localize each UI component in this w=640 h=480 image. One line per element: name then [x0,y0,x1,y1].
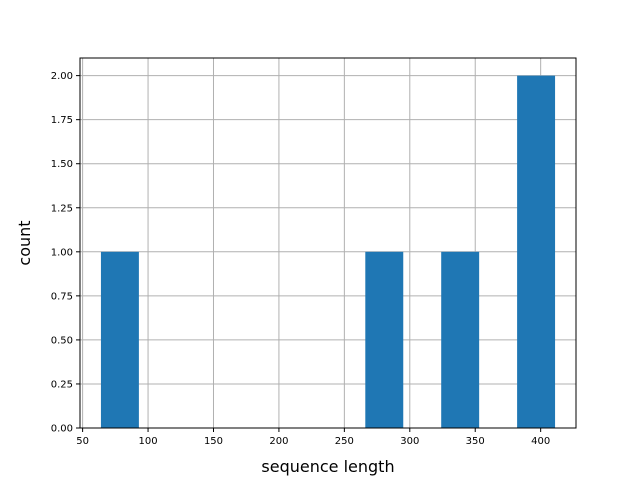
y-axis-ticks: 0.00 0.25 0.50 0.75 1.00 1.25 1.50 1.75 2.00 [51,71,80,435]
x-axis-ticks: 50 100 150 200 250 300 350 400 [76,428,550,447]
y-tick-label: 0.00 [51,424,73,435]
histogram-bar [441,251,480,428]
x-tick-label: 100 [139,436,158,447]
plot-background [80,58,576,428]
y-tick-label: 0.25 [51,379,73,390]
x-tick-label: 150 [204,436,223,447]
y-tick-label: 1.00 [51,247,73,258]
plot-area: 50 100 150 200 250 300 350 400 0.00 0.25 0.50 0.75… [51,57,577,447]
y-tick-label: 0.75 [51,291,73,302]
plot-frame [79,57,577,429]
y-tick-label: 0.50 [51,335,73,346]
histogram-bar [365,251,404,428]
x-axis-label: sequence length [261,457,394,476]
y-tick-label: 1.25 [51,203,73,214]
x-tick-label: 400 [531,436,550,447]
bars [100,75,556,428]
y-tick-label: 1.75 [51,115,73,126]
y-axis-label: count [15,220,34,265]
y-tick-label: 2.00 [51,71,73,82]
x-tick-label: 50 [76,436,89,447]
x-tick-label: 200 [269,436,288,447]
x-tick-label: 350 [466,436,485,447]
histogram-bar [517,75,556,428]
y-tick-label: 1.50 [51,159,73,170]
x-tick-label: 250 [335,436,354,447]
histogram-bar [100,251,139,428]
x-tick-label: 300 [400,436,419,447]
